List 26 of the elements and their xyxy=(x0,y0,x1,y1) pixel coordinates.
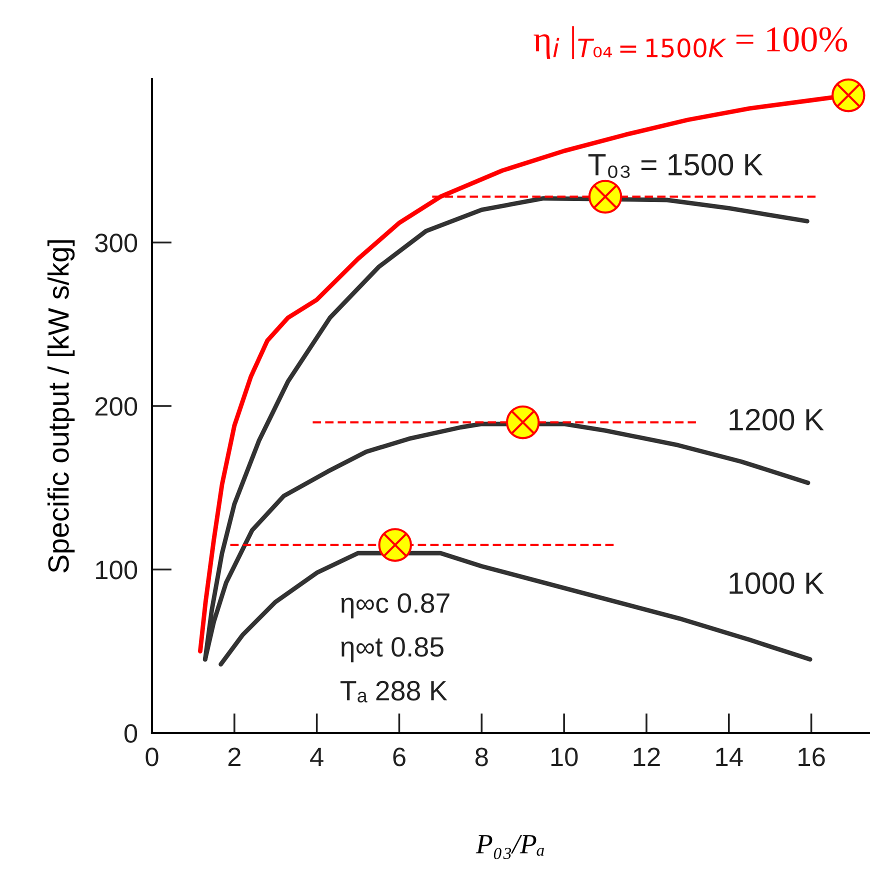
y-tick-label: 200 xyxy=(95,397,138,416)
x-axis-title: P₀₃/Pₐ xyxy=(476,834,544,860)
annotation: T₀₃ = 1500 K xyxy=(588,154,763,178)
y-tick-label: 0 xyxy=(124,724,138,743)
annotation: η∞c 0.87 xyxy=(341,593,450,618)
x-tick-label: 0 xyxy=(146,748,158,766)
point xyxy=(378,528,412,562)
x-tick-label: 10 xyxy=(551,748,578,766)
point xyxy=(506,405,540,440)
x-tick-label: 2 xyxy=(228,748,240,766)
point xyxy=(588,180,622,214)
x-tick-label: 6 xyxy=(393,748,406,766)
x-tick-label: 14 xyxy=(716,748,743,766)
annotation: 1200 K xyxy=(730,408,824,431)
annotation: Tₐ 288 K xyxy=(340,680,448,702)
series-label: η$_{i}$ |$_{T₀₄=1500K}$ = 100% xyxy=(534,26,848,60)
x-tick-label: 4 xyxy=(310,748,324,766)
x-tick-label: 8 xyxy=(475,748,488,766)
y-tick-label: 100 xyxy=(96,560,138,580)
y-axis-title: Specific output / [kW s/kg] xyxy=(47,240,75,572)
point xyxy=(832,78,866,112)
annotation: η∞t 0.85 xyxy=(341,637,444,662)
y-tick-label: 300 xyxy=(95,234,138,252)
annotation: 1000 K xyxy=(730,572,824,594)
x-tick-label: 12 xyxy=(634,748,660,766)
x-tick-label: 16 xyxy=(798,748,825,766)
